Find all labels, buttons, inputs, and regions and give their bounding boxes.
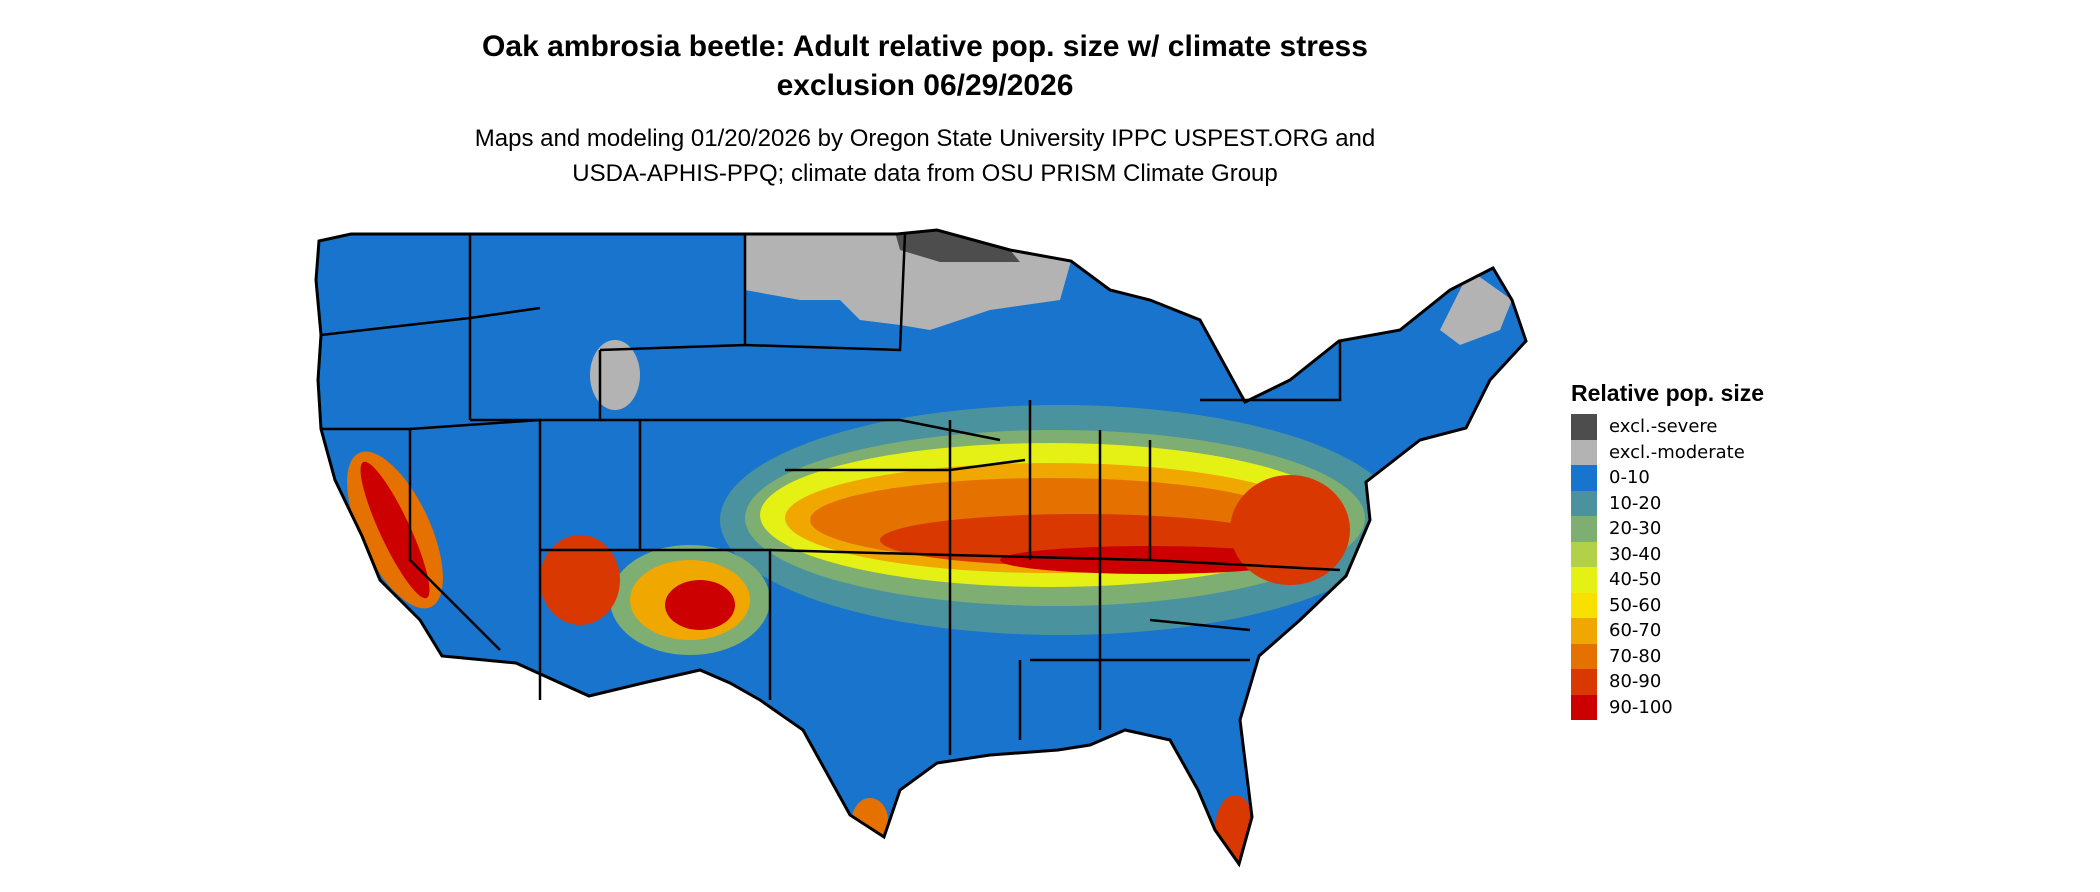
legend-item: 60-70	[1571, 618, 1764, 644]
legend-label: 70-80	[1609, 645, 1662, 667]
legend-swatch	[1571, 465, 1597, 491]
legend-item: 0-10	[1571, 465, 1764, 491]
southwest-heat	[540, 535, 770, 655]
legend-label: 20-30	[1609, 518, 1662, 540]
sw-90-100	[665, 580, 735, 630]
legend-swatch	[1571, 618, 1597, 644]
legend-swatch	[1571, 490, 1597, 516]
az-80-90	[540, 535, 620, 625]
legend-swatch	[1571, 592, 1597, 618]
legend-label: 0-10	[1609, 467, 1650, 489]
legend-item: 20-30	[1571, 516, 1764, 542]
ca-90-100	[360, 461, 430, 599]
legend-swatch	[1571, 669, 1597, 695]
legend-item: 30-40	[1571, 541, 1764, 567]
legend-label: 80-90	[1609, 671, 1662, 693]
legend-item: 50-60	[1571, 592, 1764, 618]
legend-swatch	[1571, 541, 1597, 567]
zone-excl-moderate-wyoming	[590, 340, 640, 410]
map-subtitle-line1: Maps and modeling 01/20/2026 by Oregon S…	[474, 125, 1376, 152]
band-virginia	[1230, 475, 1350, 585]
zone-excl-severe	[895, 230, 1020, 262]
legend-label: 40-50	[1609, 569, 1662, 591]
central-heat-band	[720, 405, 1400, 635]
legend-title: Relative pop. size	[1571, 380, 1765, 406]
legend-item: excl.-severe	[1571, 414, 1764, 440]
legend: Relative pop. size excl.-severe excl.-mod…	[1571, 380, 1764, 720]
legend-swatch	[1571, 516, 1597, 542]
legend-swatch	[1571, 567, 1597, 593]
legend-swatch	[1571, 414, 1597, 440]
map-title-line2: exclusion 06/29/2026	[776, 69, 1074, 102]
legend-label: 10-20	[1609, 492, 1662, 514]
legend-label: excl.-moderate	[1609, 441, 1745, 463]
legend-label: 50-60	[1609, 594, 1662, 616]
legend-label: 60-70	[1609, 620, 1662, 642]
state-borders	[320, 233, 1342, 755]
map-title-line1: Oak ambrosia beetle: Adult relative pop.…	[482, 30, 1368, 63]
legend-swatch	[1571, 439, 1597, 465]
legend-item: 80-90	[1571, 669, 1764, 695]
legend-label: excl.-severe	[1609, 416, 1718, 438]
legend-item: 40-50	[1571, 567, 1764, 593]
legend-label: 30-40	[1609, 543, 1662, 565]
map-subtitle-line2: USDA-APHIS-PPQ; climate data from OSU PR…	[572, 160, 1278, 187]
legend-item: 70-80	[1571, 643, 1764, 669]
zone-excl-moderate-maine	[1440, 270, 1512, 345]
legend-items: excl.-severe excl.-moderate 0-10 10-20 20-30…	[1571, 414, 1764, 720]
legend-item: 90-100	[1571, 694, 1764, 720]
legend-swatch	[1571, 643, 1597, 669]
legend-label: 90-100	[1609, 696, 1673, 718]
legend-swatch	[1571, 694, 1597, 720]
legend-item: excl.-moderate	[1571, 439, 1764, 465]
legend-item: 10-20	[1571, 490, 1764, 516]
